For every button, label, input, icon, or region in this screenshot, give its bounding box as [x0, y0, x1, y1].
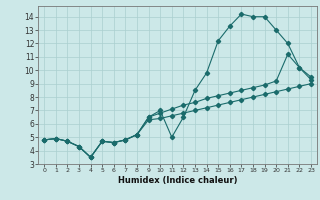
X-axis label: Humidex (Indice chaleur): Humidex (Indice chaleur) — [118, 176, 237, 185]
